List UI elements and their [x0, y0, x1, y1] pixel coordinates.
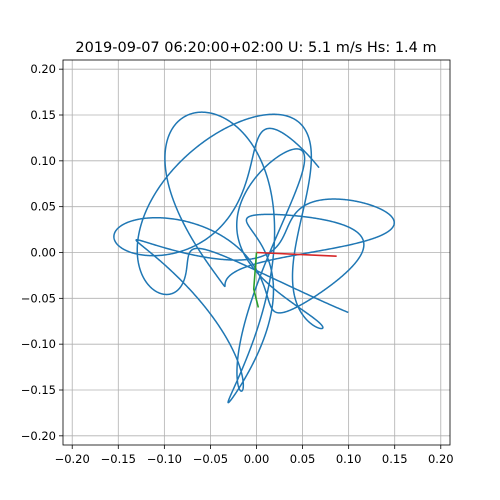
y-tick-label: 0.15 [30, 108, 56, 122]
y-tick-label: 0.00 [30, 246, 56, 260]
y-tick-label: 0.05 [30, 200, 56, 214]
y-tick-label: −0.20 [21, 429, 56, 443]
red-direction-segment [256, 251, 337, 257]
x-tick-label: 0.15 [382, 452, 408, 466]
x-tick-label: 0.00 [244, 452, 270, 466]
x-tick-label: −0.05 [193, 452, 228, 466]
x-tick-label: −0.10 [147, 452, 182, 466]
y-tick-label: 0.10 [30, 154, 56, 168]
x-tick-label: −0.20 [55, 452, 90, 466]
y-tick-label: −0.15 [21, 383, 56, 397]
x-tick-label: 0.05 [290, 452, 316, 466]
y-tick-label: −0.05 [21, 291, 56, 305]
x-tick-label: 0.10 [336, 452, 362, 466]
x-tick-label: 0.20 [428, 452, 454, 466]
x-axis: −0.20 −0.15 −0.10 −0.05 0.00 0.05 0.10 0.15 0.20 [55, 445, 454, 466]
chart-title: 2019-09-07 06:20:00+02:00 U: 5.1 m/s Hs:… [75, 40, 436, 56]
y-axis: 0.20 0.15 0.10 0.05 0.00 −0.05 −0.10 −0.15 −0.20 [21, 62, 63, 443]
x-tick-label: −0.15 [101, 452, 136, 466]
displacement-trajectory-line [113, 111, 395, 404]
green-direction-segment [252, 252, 260, 308]
y-tick-label: −0.10 [21, 337, 56, 351]
plot-area [113, 111, 395, 404]
y-tick-label: 0.20 [30, 62, 56, 76]
